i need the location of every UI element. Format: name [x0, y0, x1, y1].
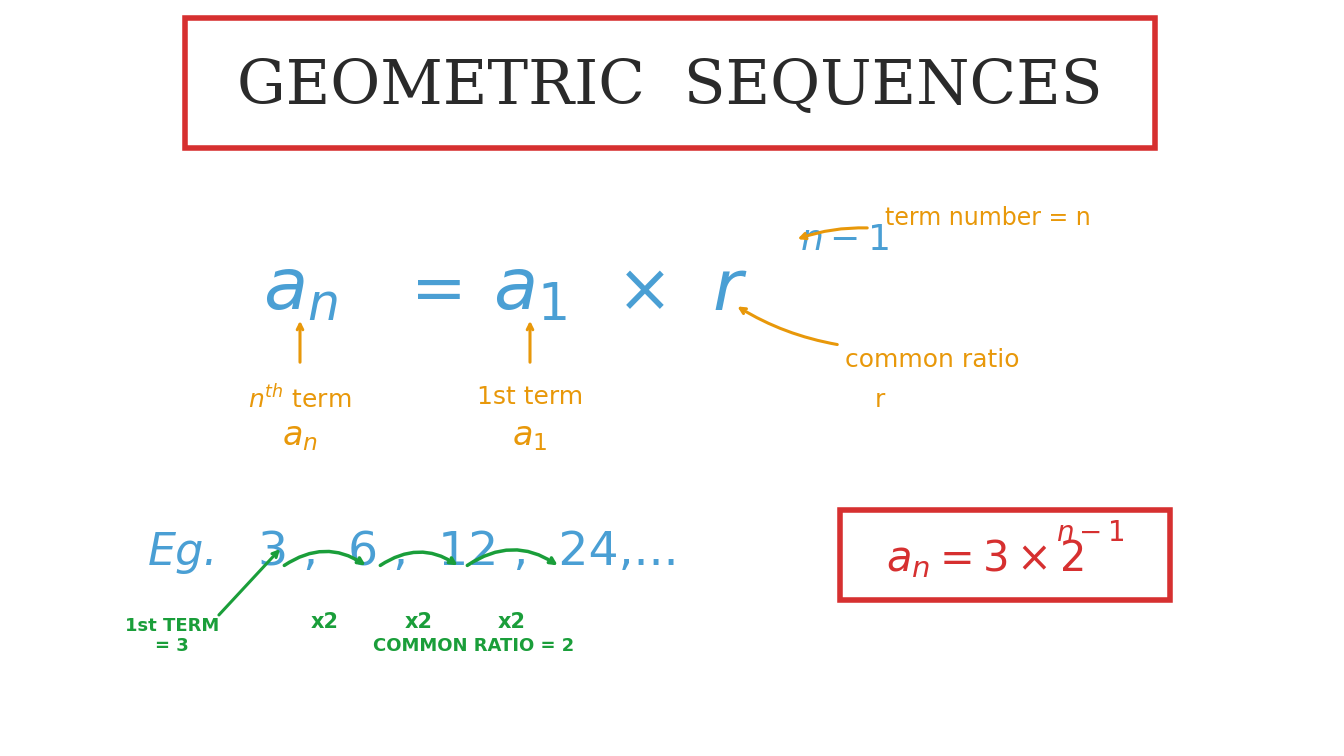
Text: $a_n$: $a_n$ [262, 256, 337, 324]
Text: x2: x2 [499, 612, 526, 632]
FancyBboxPatch shape [185, 18, 1154, 148]
Text: $n-1$: $n-1$ [1055, 519, 1125, 547]
Text: $a_1$: $a_1$ [493, 256, 567, 324]
Text: $=$: $=$ [398, 257, 462, 323]
Text: = 3: = 3 [155, 637, 190, 655]
Text: $a_n = 3\times2$: $a_n = 3\times2$ [886, 538, 1085, 581]
Text: r: r [875, 388, 886, 412]
Text: $n-1$: $n-1$ [800, 223, 888, 257]
Text: term number = n: term number = n [884, 206, 1091, 230]
Text: Eg.: Eg. [148, 531, 219, 574]
Text: $a_n$: $a_n$ [282, 420, 317, 453]
Text: 1st TERM: 1st TERM [125, 617, 219, 635]
Text: x2: x2 [310, 612, 339, 632]
Text: $n^{th}$ term: $n^{th}$ term [249, 385, 352, 414]
Text: x2: x2 [405, 612, 433, 632]
FancyBboxPatch shape [840, 510, 1171, 600]
Text: common ratio: common ratio [845, 348, 1020, 372]
Text: $\times$: $\times$ [616, 257, 664, 323]
Text: GEOMETRIC  SEQUENCES: GEOMETRIC SEQUENCES [237, 57, 1103, 117]
Text: 3 ,  6 ,  12 ,  24,...: 3 , 6 , 12 , 24,... [258, 529, 679, 575]
Text: 1st term: 1st term [477, 385, 583, 409]
Text: $a_1$: $a_1$ [512, 420, 547, 453]
Text: $r$: $r$ [712, 256, 747, 324]
Text: COMMON RATIO = 2: COMMON RATIO = 2 [374, 637, 575, 655]
